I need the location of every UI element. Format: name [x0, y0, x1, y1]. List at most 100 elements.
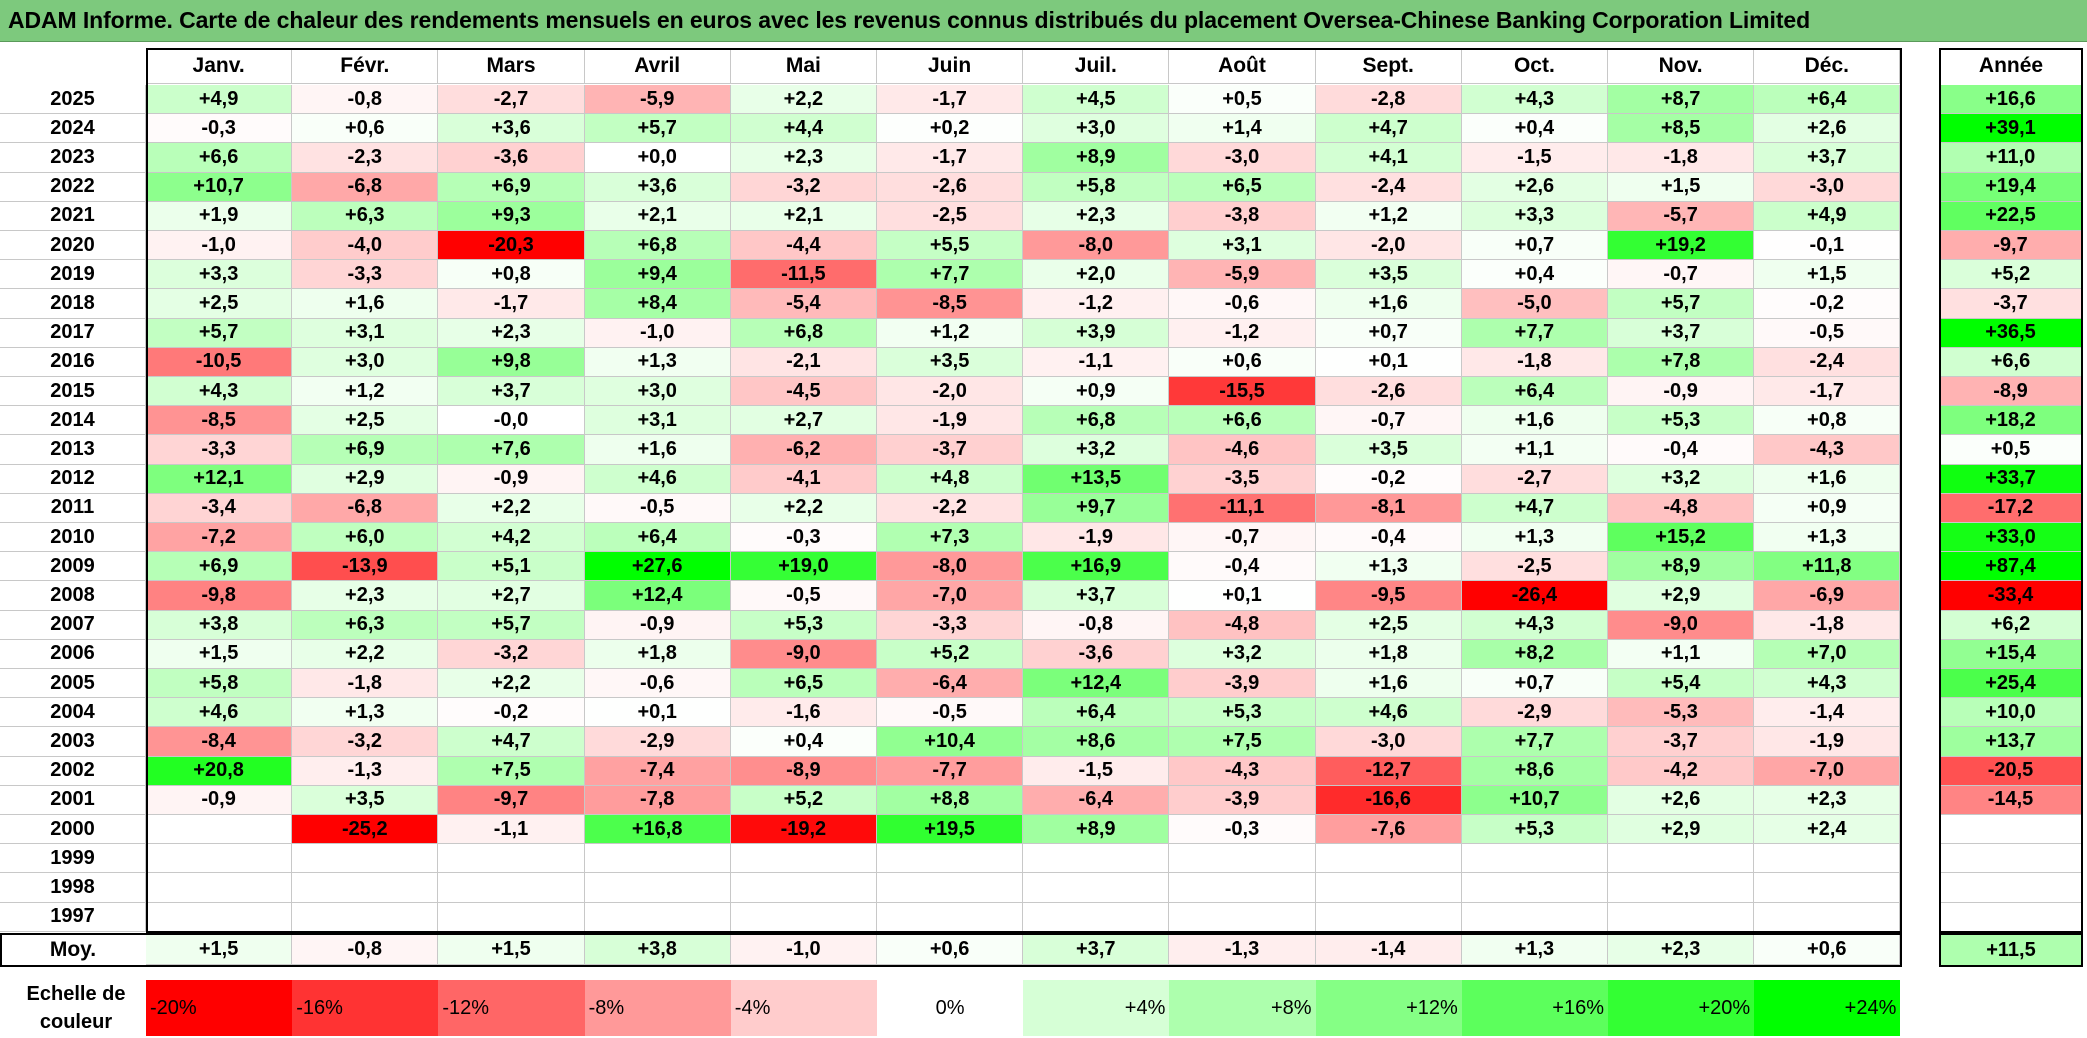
month-header: Août: [1169, 48, 1316, 84]
heatmap-cell: +4,5: [1023, 85, 1170, 115]
year-label: 2022: [0, 172, 146, 202]
heatmap-cell: -0,9: [438, 464, 585, 494]
heatmap-cell: -5,4: [730, 289, 877, 319]
heatmap-cell: -1,5: [1461, 143, 1608, 173]
month-header: Sept.: [1315, 48, 1462, 84]
heatmap-cell: -3,2: [438, 639, 585, 669]
heatmap-cell: +1,5: [1608, 172, 1755, 202]
heatmap-cell: +5,7: [146, 318, 293, 348]
heatmap-cell: -4,0: [292, 231, 439, 261]
heatmap-cell: +3,7: [1608, 318, 1755, 348]
heatmap-cell: +2,2: [730, 493, 877, 523]
heatmap-cell: +0,1: [1315, 347, 1462, 377]
heatmap-cell: -2,2: [877, 493, 1024, 523]
heatmap-cell: -1,8: [1754, 610, 1901, 640]
heatmap-cell: [1023, 844, 1170, 874]
heatmap-cell: -4,8: [1169, 610, 1316, 640]
heatmap-cell: -2,1: [730, 347, 877, 377]
heatmap-cell: -3,6: [1023, 639, 1170, 669]
average-cell: +1,5: [146, 935, 293, 965]
year-label: 2017: [0, 318, 146, 348]
average-cell: -1,3: [1169, 935, 1316, 965]
heatmap-cell: -1,2: [1169, 318, 1316, 348]
heatmap-cell: +4,9: [1754, 201, 1901, 231]
heatmap-cell: +8,4: [584, 289, 731, 319]
heatmap-cell: -0,4: [1608, 435, 1755, 465]
heatmap-cell: -7,6: [1315, 815, 1462, 845]
heatmap-cell: +2,2: [292, 639, 439, 669]
annual-return-cell: +6,2: [1939, 610, 2083, 640]
heatmap-cell: +1,9: [146, 201, 293, 231]
heatmap-cell: +5,1: [438, 552, 585, 582]
average-cell: -1,0: [730, 935, 877, 965]
heatmap-cell: +6,4: [1461, 377, 1608, 407]
heatmap-cell: -4,6: [1169, 435, 1316, 465]
heatmap-cell: -11,1: [1169, 493, 1316, 523]
heatmap-cell: +3,9: [1023, 318, 1170, 348]
heatmap-cell: +1,1: [1461, 435, 1608, 465]
color-scale-swatch: +24%: [1754, 980, 1901, 1036]
heatmap-cell: [584, 902, 731, 932]
heatmap-cell: -0,4: [1315, 523, 1462, 553]
heatmap-cell: +5,7: [584, 114, 731, 144]
annual-return-cell: +0,5: [1939, 435, 2083, 465]
heatmap-cell: -4,3: [1169, 756, 1316, 786]
average-cell: +3,8: [584, 935, 731, 965]
heatmap-cell: +1,1: [1608, 639, 1755, 669]
heatmap-cell: +0,1: [584, 698, 731, 728]
heatmap-cell: -26,4: [1461, 581, 1608, 611]
heatmap-cell: [146, 873, 293, 903]
heatmap-cell: +4,3: [146, 377, 293, 407]
heatmap-cell: +1,6: [1315, 669, 1462, 699]
heatmap-cell: -0,9: [584, 610, 731, 640]
heatmap-cell: [146, 815, 293, 845]
heatmap-cell: +9,7: [1023, 493, 1170, 523]
heatmap-cell: +0,8: [438, 260, 585, 290]
heatmap-cell: -0,9: [1608, 377, 1755, 407]
average-cell: +0,6: [1754, 935, 1901, 965]
heatmap-cell: +2,4: [1754, 815, 1901, 845]
heatmap-cell: +6,0: [292, 523, 439, 553]
heatmap-cell: +5,2: [877, 639, 1024, 669]
heatmap-cell: -2,5: [1461, 552, 1608, 582]
year-label: 1997: [0, 902, 146, 932]
heatmap-cell: [584, 844, 731, 874]
heatmap-cell: -1,8: [1461, 347, 1608, 377]
heatmap-cell: +8,9: [1023, 143, 1170, 173]
heatmap-cell: [1023, 873, 1170, 903]
heatmap-cell: -7,4: [584, 756, 731, 786]
heatmap-cell: [1461, 844, 1608, 874]
heatmap-cell: -1,0: [146, 231, 293, 261]
year-label: 2006: [0, 639, 146, 669]
heatmap-cell: +2,5: [1315, 610, 1462, 640]
heatmap-cell: +0,4: [1461, 114, 1608, 144]
heatmap-cell: +2,6: [1754, 114, 1901, 144]
heatmap-cell: -3,9: [1169, 669, 1316, 699]
heatmap-cell: -0,1: [1754, 231, 1901, 261]
heatmap-cell: -3,0: [1754, 172, 1901, 202]
heatmap-cell: +0,7: [1461, 669, 1608, 699]
heatmap-cell: +2,2: [730, 85, 877, 115]
heatmap-cell: +2,5: [146, 289, 293, 319]
heatmap-cell: +8,6: [1023, 727, 1170, 757]
heatmap-cell: +5,7: [438, 610, 585, 640]
heatmap-cell: +11,8: [1754, 552, 1901, 582]
heatmap-cell: +2,3: [1023, 201, 1170, 231]
heatmap-cell: +6,8: [1023, 406, 1170, 436]
heatmap-cell: +2,2: [438, 493, 585, 523]
heatmap-cell: +3,2: [1608, 464, 1755, 494]
heatmap-cell: +9,4: [584, 260, 731, 290]
heatmap-cell: -4,3: [1754, 435, 1901, 465]
month-header: Févr.: [292, 48, 439, 84]
heatmap-cell: +1,4: [1169, 114, 1316, 144]
heatmap-cell: +0,9: [1754, 493, 1901, 523]
heatmap-cell: +4,6: [584, 464, 731, 494]
color-scale-swatch: +4%: [1023, 980, 1170, 1036]
heatmap-cell: -1,8: [1608, 143, 1755, 173]
heatmap-cell: -1,7: [1754, 377, 1901, 407]
heatmap-cell: +12,4: [584, 581, 731, 611]
heatmap-cell: [877, 873, 1024, 903]
heatmap-cell: -1,8: [292, 669, 439, 699]
heatmap-cell: [1023, 902, 1170, 932]
heatmap-cell: +3,0: [584, 377, 731, 407]
